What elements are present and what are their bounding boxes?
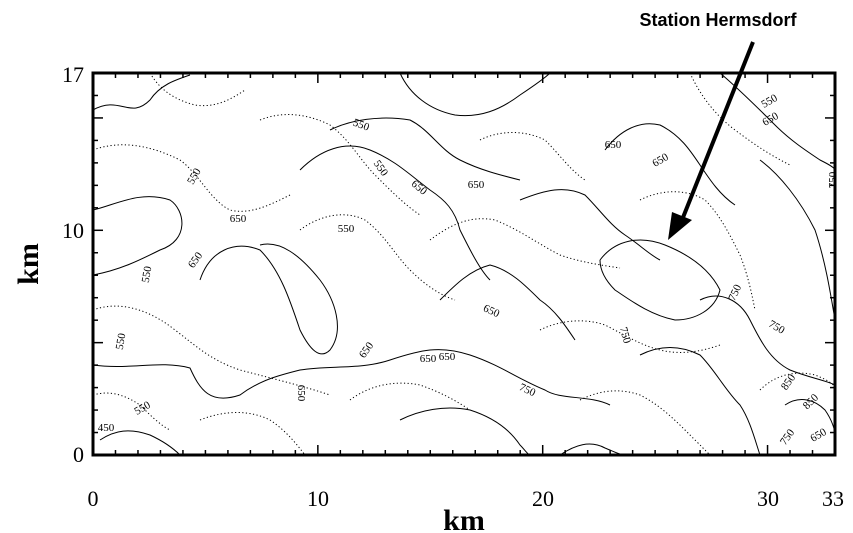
- contour-value-label: 550: [351, 117, 371, 134]
- contour-value-label: 650: [468, 179, 485, 191]
- contour-value-label: 650: [605, 139, 622, 151]
- contour-value-label: 550: [759, 92, 780, 111]
- contour-value-label: 550: [338, 223, 355, 235]
- contour-value-label: 850: [779, 372, 799, 393]
- x-tick-label-0: 0: [88, 486, 99, 511]
- contour-value-label: 650: [357, 340, 377, 361]
- y-tick-label-0: 0: [73, 442, 84, 467]
- y-tick-label-10: 10: [62, 218, 84, 243]
- contour-value-label: 650: [420, 353, 437, 365]
- x-axis-title: km: [443, 504, 485, 533]
- contour-value-label: 550: [114, 332, 129, 351]
- axis-ticks: [92, 72, 836, 456]
- contour-value-label: 750: [617, 326, 633, 346]
- station-annotation-label: Station Hermsdorf: [639, 10, 797, 30]
- x-tick-label-20: 20: [532, 486, 554, 511]
- x-tick-label-30: 30: [757, 486, 779, 511]
- y-axis-title: km: [12, 243, 45, 285]
- x-tick-label-10: 10: [307, 486, 329, 511]
- contour-value-label: 850: [801, 391, 822, 412]
- x-tick-label-33: 33: [822, 486, 844, 511]
- contour-value-label: 650: [186, 250, 206, 271]
- contour-value-label: 750: [517, 381, 537, 399]
- contour-value-label: 650: [439, 351, 456, 363]
- contour-value-label: 550: [371, 158, 391, 179]
- contour-value-label: 750: [766, 318, 787, 337]
- station-annotation-arrow: [668, 41, 755, 240]
- contour-lines: [93, 73, 835, 455]
- contour-value-label: 750: [726, 282, 744, 302]
- contour-value-label: 750: [778, 427, 798, 448]
- contour-value-label: 550: [140, 265, 155, 284]
- contour-value-label: 450: [98, 422, 115, 434]
- contour-value-label: 650: [230, 213, 247, 225]
- y-tick-label-17: 17: [62, 62, 84, 87]
- contour-value-label: 650: [760, 110, 781, 129]
- contour-value-label: 650: [808, 426, 829, 445]
- contour-value-label: 550: [185, 166, 204, 187]
- contour-value-label: 650: [481, 302, 501, 320]
- contour-value-label: 650: [409, 178, 430, 198]
- plot-frame: [91, 71, 837, 457]
- contour-value-label: 650: [650, 151, 671, 170]
- contour-value-label: 650: [295, 385, 307, 402]
